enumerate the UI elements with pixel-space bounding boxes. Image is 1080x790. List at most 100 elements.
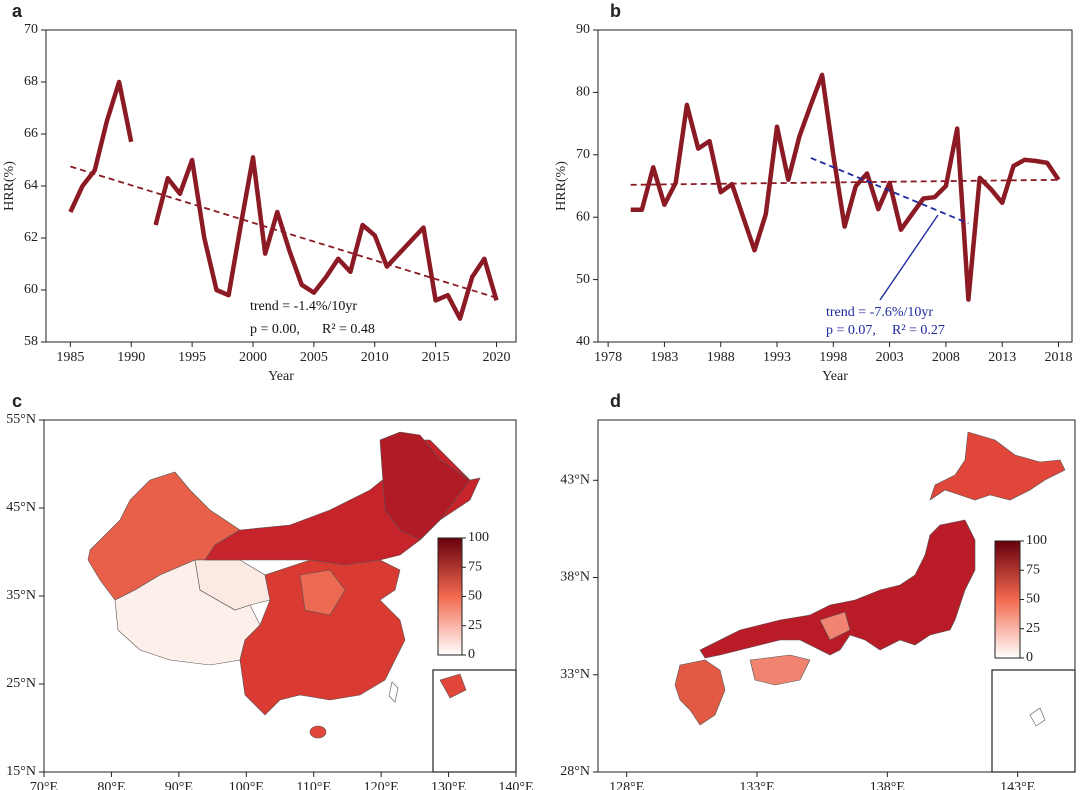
x-tick-label: 2018 [1044,350,1072,365]
y-tick-label: 60 [576,209,590,224]
colorbar-tick-label: 50 [1026,592,1040,607]
colorbar-tick-label: 50 [468,589,482,604]
region [819,611,851,641]
x-tick-label: 2020 [483,350,511,365]
x-tick-label: 110°E [296,780,331,790]
y-tick-label: 40 [576,334,590,349]
annotation: R² = 0.48 [322,322,375,337]
x-tick-label: 2005 [300,350,328,365]
y-tick-label: 28°N [560,764,590,779]
x-tick-label: 100°E [229,780,264,790]
x-tick-label: 128°E [609,780,644,790]
colorbar-tick-label: 0 [468,647,475,662]
region [674,659,726,726]
x-tick-label: 80°E [97,780,125,790]
y-tick-label: 43°N [560,473,590,488]
panel-label: d [610,391,621,411]
x-tick-label: 1998 [819,350,847,365]
japan-map [674,431,1076,773]
y-axis-label: HRR(%) [2,161,17,211]
region [194,559,271,611]
x-axis-label: Year [822,369,848,384]
colorbar [994,540,1021,659]
panel-label: c [12,391,22,411]
x-tick-label: 2015 [422,350,450,365]
x-axis-label: Year [268,369,294,384]
annotation: trend = -1.4%/10yr [250,299,357,314]
y-tick-label: 64 [24,178,38,193]
region [1029,707,1046,727]
y-tick-label: 25°N [6,676,36,691]
y-tick-label: 68 [24,74,38,89]
y-tick-label: 60 [24,282,38,297]
y-tick-label: 80 [576,85,590,100]
region [388,681,399,703]
region [239,559,406,716]
region [749,654,811,686]
y-axis-label: HRR(%) [554,161,569,211]
region [299,569,346,616]
x-tick-label: 143°E [1000,780,1035,790]
pointer [879,214,939,301]
y-tick-label: 50 [576,272,590,287]
panel-label: b [610,1,621,21]
panel-label: a [12,1,23,21]
x-tick-label: 70°E [30,780,58,790]
region [309,725,327,739]
y-tick-label: 66 [24,126,38,141]
x-tick-label: 2008 [932,350,960,365]
plot-frame [45,29,517,343]
trend-line [630,178,1059,186]
annotation: p = 0.00, [250,322,300,337]
x-tick-label: 1990 [117,350,145,365]
plot-frame [597,29,1073,343]
colorbar-tick-label: 75 [468,559,482,574]
colorbar-tick-label: 0 [1026,650,1033,665]
y-tick-label: 70 [576,147,590,162]
y-tick-label: 58 [24,334,38,349]
colorbar-tick-label: 100 [468,530,489,545]
annotation: trend = -7.6%/10yr [826,305,933,320]
colorbar-tick-label: 100 [1026,533,1047,548]
plot-frame [597,419,1076,773]
annotation: R² = 0.27 [892,323,945,338]
region [699,519,976,659]
x-tick-label: 90°E [165,780,193,790]
y-tick-label: 38°N [560,570,590,585]
x-tick-label: 2010 [361,350,389,365]
colorbar-tick-label: 25 [468,618,482,633]
x-tick-label: 133°E [739,780,774,790]
data-line [68,79,499,321]
x-tick-label: 120°E [364,780,399,790]
region [439,673,467,699]
x-tick-label: 1983 [650,350,678,365]
china-map [87,431,517,773]
plot-frame [43,419,517,773]
y-tick-label: 15°N [6,764,36,779]
region [929,431,1066,501]
colorbar-tick-label: 75 [1026,562,1040,577]
colorbar [437,537,463,656]
annotation: p = 0.07, [826,323,876,338]
y-tick-label: 55°N [6,412,36,427]
colorbar-tick-label: 25 [1026,621,1040,636]
trend-line [810,157,969,225]
x-tick-label: 1995 [178,350,206,365]
x-tick-label: 138°E [870,780,905,790]
x-tick-label: 140°E [498,780,533,790]
x-tick-label: 130°E [431,780,466,790]
y-tick-label: 90 [576,22,590,37]
data-line [630,72,1061,302]
y-tick-label: 70 [24,22,38,37]
x-tick-label: 2003 [876,350,904,365]
x-tick-label: 1993 [763,350,791,365]
trend-line [70,165,497,299]
x-tick-label: 1985 [56,350,84,365]
x-tick-label: 2000 [239,350,267,365]
y-tick-label: 33°N [560,667,590,682]
region [379,431,471,541]
x-tick-label: 1988 [707,350,735,365]
y-tick-label: 62 [24,230,38,245]
